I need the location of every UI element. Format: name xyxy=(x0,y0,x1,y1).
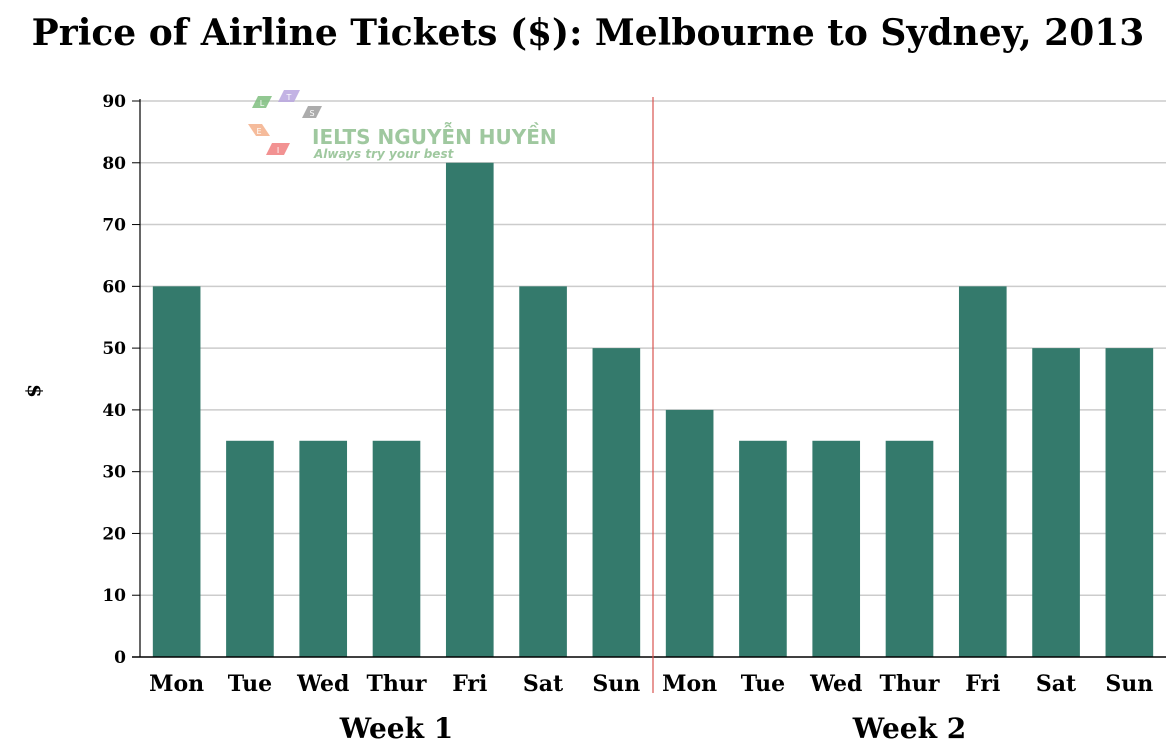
labels: 0 10 20 30 40 50 60 70 80 90 $ Mon Tue Wed Thur Fri Sat S… xyxy=(23,92,1153,745)
watermark-letter: I xyxy=(277,146,279,155)
y-tick-label: 50 xyxy=(102,339,126,359)
bar xyxy=(885,440,934,657)
bar xyxy=(226,440,274,657)
x-tick-label: Sat xyxy=(1036,671,1077,697)
watermark-tile-l xyxy=(252,96,272,108)
y-tick-label: 70 xyxy=(102,216,126,236)
y-axis-label: $ xyxy=(23,384,47,398)
bar xyxy=(519,286,567,657)
watermark-brand: IELTS NGUYỄN HUYỀN xyxy=(312,122,557,149)
x-tick-label: Tue xyxy=(228,671,272,697)
chart-title: Price of Airline Tickets ($): Melbourne … xyxy=(31,12,1145,54)
watermark-letter: T xyxy=(286,93,292,102)
x-tick-label: Fri xyxy=(452,671,487,697)
group-label: Week 1 xyxy=(339,712,453,745)
bars xyxy=(152,162,1154,657)
watermark-letter: S xyxy=(309,109,314,118)
x-tick-label: Thur xyxy=(880,671,940,697)
bar xyxy=(665,409,714,657)
group-label: Week 2 xyxy=(852,712,966,745)
bar xyxy=(592,348,641,657)
y-tick-label: 40 xyxy=(102,401,126,421)
x-tick-label: Sun xyxy=(592,671,640,697)
watermark-tile-i xyxy=(266,143,290,155)
y-tick-label: 20 xyxy=(102,524,126,544)
bar xyxy=(1105,348,1154,657)
watermark-tile-s xyxy=(302,106,322,118)
x-tick-label: Wed xyxy=(296,671,349,697)
x-tick-label: Sat xyxy=(523,671,564,697)
x-tick-label: Mon xyxy=(662,671,717,697)
watermark-tile-t xyxy=(278,90,300,102)
x-tick-label: Mon xyxy=(149,671,204,697)
bar xyxy=(1032,348,1080,657)
x-tick-label: Tue xyxy=(741,671,785,697)
bar xyxy=(372,440,421,657)
y-tick-label: 10 xyxy=(102,586,126,606)
axes xyxy=(132,97,1166,693)
bar xyxy=(152,286,201,657)
bar xyxy=(739,440,787,657)
x-tick-label: Thur xyxy=(367,671,427,697)
bar xyxy=(445,162,494,657)
x-tick-label: Wed xyxy=(809,671,862,697)
y-tick-label: 80 xyxy=(102,154,126,174)
x-tick-label: Sun xyxy=(1105,671,1153,697)
y-tick-label: 30 xyxy=(102,463,126,483)
watermark-tile-e xyxy=(248,124,270,136)
watermark-logo: L T S E I IELTS NGUYỄN HUYỀN Always try … xyxy=(248,90,557,161)
bar xyxy=(812,440,861,657)
watermark-letter: L xyxy=(260,99,265,108)
y-tick-label: 90 xyxy=(102,92,126,112)
x-tick-label: Fri xyxy=(965,671,1000,697)
bar xyxy=(299,440,348,657)
watermark-letter: E xyxy=(256,127,261,136)
watermark-tagline: Always try your best xyxy=(313,147,455,161)
bar xyxy=(958,286,1007,657)
y-tick-label: 0 xyxy=(114,648,126,668)
y-tick-label: 60 xyxy=(102,277,126,297)
